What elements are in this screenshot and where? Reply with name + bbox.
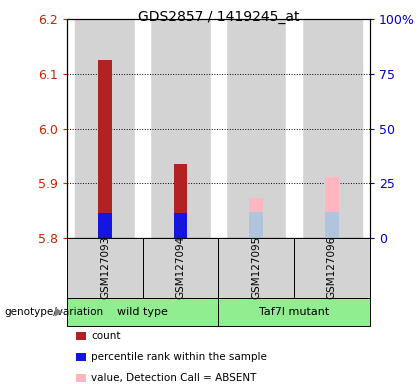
Bar	[75, 19, 135, 238]
Bar	[325, 212, 339, 238]
Bar	[226, 19, 286, 238]
Bar	[286, 19, 302, 238]
Bar	[325, 177, 339, 238]
Text: GSM127095: GSM127095	[251, 236, 261, 300]
Text: count: count	[91, 331, 121, 341]
Bar	[98, 214, 112, 238]
Bar	[211, 19, 226, 238]
Text: genotype/variation: genotype/variation	[4, 307, 103, 317]
Text: ▶: ▶	[55, 307, 63, 317]
Bar	[135, 19, 150, 238]
Text: percentile rank within the sample: percentile rank within the sample	[91, 352, 267, 362]
Text: GSM127096: GSM127096	[327, 236, 337, 300]
Text: GSM127094: GSM127094	[176, 236, 186, 300]
Bar	[302, 19, 362, 238]
Text: Taf7l mutant: Taf7l mutant	[259, 307, 329, 317]
Bar	[249, 198, 263, 238]
Bar	[150, 19, 211, 238]
Text: GDS2857 / 1419245_at: GDS2857 / 1419245_at	[138, 10, 299, 23]
Bar	[249, 212, 263, 238]
Text: value, Detection Call = ABSENT: value, Detection Call = ABSENT	[91, 373, 257, 383]
Bar	[174, 214, 187, 238]
Bar	[98, 60, 112, 238]
Text: wild type: wild type	[117, 307, 168, 317]
Text: GSM127093: GSM127093	[100, 236, 110, 300]
Bar	[174, 164, 187, 238]
